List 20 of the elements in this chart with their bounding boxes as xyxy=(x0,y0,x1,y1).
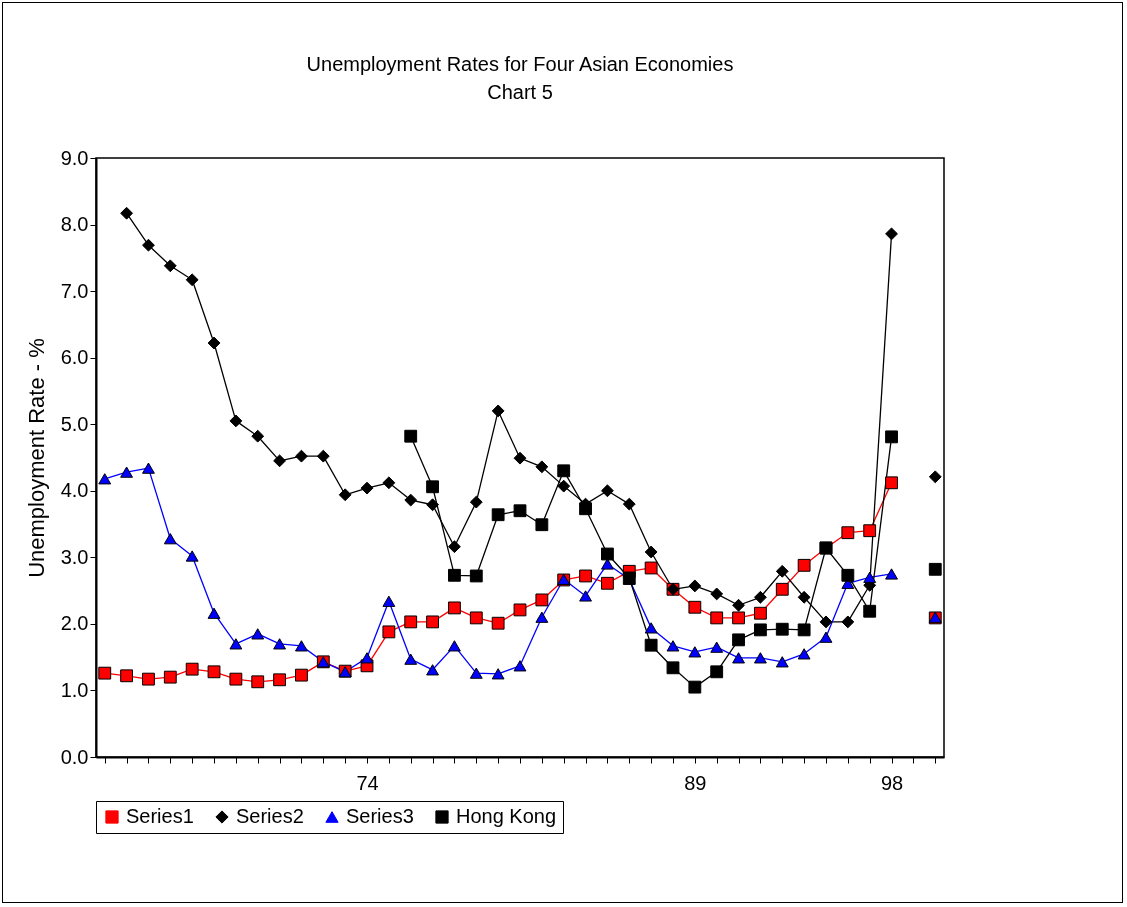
y-tick-label: 5.0 xyxy=(60,412,89,435)
legend-label: Series2 xyxy=(236,805,304,827)
y-axis-title: Unemployment Rate - % xyxy=(23,338,49,578)
y-tick-label: 7.0 xyxy=(60,279,89,302)
y-tick-label: 1.0 xyxy=(60,678,89,701)
legend-label: Series1 xyxy=(126,805,194,827)
x-tick-label: 74 xyxy=(356,771,379,794)
y-tick-label: 3.0 xyxy=(60,545,89,568)
legend-label: Hong Kong xyxy=(456,805,557,827)
y-tick-label: 4.0 xyxy=(60,479,89,502)
chart-title: Unemployment Rates for Four Asian Economies xyxy=(306,53,734,75)
y-tick-label: 0.0 xyxy=(60,745,89,768)
x-tick-label: 89 xyxy=(684,771,707,794)
y-tick-label: 6.0 xyxy=(60,346,89,369)
x-tick-label: 98 xyxy=(880,771,904,794)
y-tick-label: 8.0 xyxy=(60,213,89,236)
chart-subtitle: Chart 5 xyxy=(487,81,553,103)
legend-label: Series3 xyxy=(346,805,414,827)
y-tick-label: 9.0 xyxy=(60,146,89,169)
y-tick-label: 2.0 xyxy=(60,612,89,635)
